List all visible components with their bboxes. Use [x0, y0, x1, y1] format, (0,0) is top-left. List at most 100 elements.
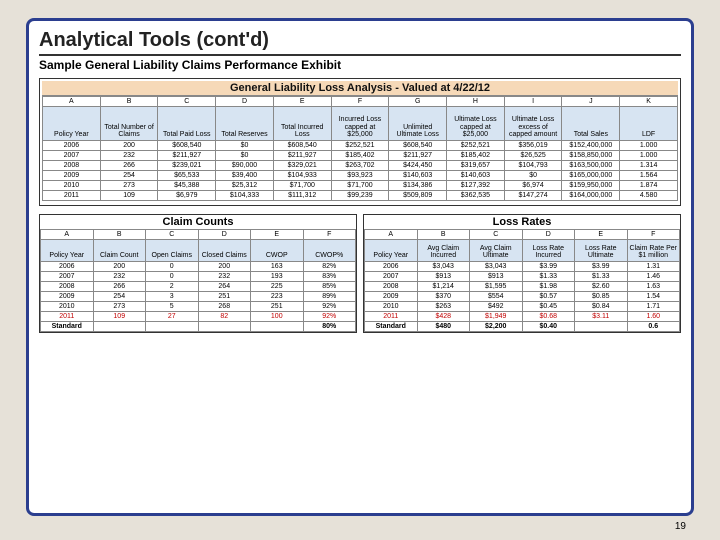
cell: 1.000: [620, 151, 678, 161]
col-header: LDF: [620, 107, 678, 141]
cell: $3,043: [417, 262, 470, 272]
cell: 109: [93, 312, 146, 322]
cell: 264: [198, 282, 251, 292]
cell: $134,386: [389, 181, 447, 191]
table-row: 2010273$45,388$25,312$71,700$71,700$134,…: [43, 181, 678, 191]
cell: $185,402: [331, 151, 389, 161]
col-letter: C: [146, 230, 199, 240]
col-letter: A: [43, 97, 101, 107]
cell: 2008: [41, 282, 94, 292]
bottom-tables-row: Claim Counts ABCDEF Policy YearClaim Cou…: [39, 214, 681, 333]
col-header: CWOP%: [303, 240, 356, 262]
cell: $608,540: [273, 141, 331, 151]
col-letter: D: [522, 230, 575, 240]
table-row: 2008$1,214$1,595$1.98$2.601.63: [365, 282, 680, 292]
col-header: Avg Claim Ultimate: [470, 240, 523, 262]
col-letter: B: [100, 97, 158, 107]
cell: [198, 322, 251, 332]
cell: $608,540: [389, 141, 447, 151]
table-row: 2006200$608,540$0$608,540$252,521$608,54…: [43, 141, 678, 151]
col-letter: F: [627, 230, 680, 240]
cell: 251: [198, 292, 251, 302]
cell: $0.85: [575, 292, 628, 302]
cell: 0: [146, 262, 199, 272]
cell: 1.60: [627, 312, 680, 322]
table-row: 2009$370$554$0.57$0.851.54: [365, 292, 680, 302]
cell: $1,214: [417, 282, 470, 292]
table-row: 2006200020016382%: [41, 262, 356, 272]
cell: $99,239: [331, 191, 389, 201]
cell: 2006: [41, 262, 94, 272]
cell: 1.54: [627, 292, 680, 302]
col-letter: E: [251, 230, 304, 240]
col-header: Unlimited Ultimate Loss: [389, 107, 447, 141]
cell: 1.874: [620, 181, 678, 191]
col-header: Loss Rate Incurred: [522, 240, 575, 262]
cell: $1,949: [470, 312, 523, 322]
cell: $185,402: [447, 151, 505, 161]
cell: 2010: [41, 302, 94, 312]
col-header: Open Claims: [146, 240, 199, 262]
cell: 223: [251, 292, 304, 302]
cell: $147,274: [504, 191, 562, 201]
cell: 2009: [41, 292, 94, 302]
col-letter: B: [93, 230, 146, 240]
cell: 92%: [303, 312, 356, 322]
cell: $0.68: [522, 312, 575, 322]
cell: 2010: [43, 181, 101, 191]
cell: $0: [504, 171, 562, 181]
cell: 1.000: [620, 141, 678, 151]
cell: $127,392: [447, 181, 505, 191]
cell: 2008: [43, 161, 101, 171]
cell: 266: [100, 161, 158, 171]
cell: $90,000: [216, 161, 274, 171]
col-header: CWOP: [251, 240, 304, 262]
cell: $0.84: [575, 302, 628, 312]
col-letter: F: [303, 230, 356, 240]
cell: $424,450: [389, 161, 447, 171]
table-row: 2008266226422585%: [41, 282, 356, 292]
cell: $140,603: [389, 171, 447, 181]
cell: 1.46: [627, 272, 680, 282]
cell: $165,000,000: [562, 171, 620, 181]
col-header: Claim Rate Per $1 million: [627, 240, 680, 262]
cell: 2007: [41, 272, 94, 282]
cell: $3.99: [522, 262, 575, 272]
cell: $39,400: [216, 171, 274, 181]
cell: $319,657: [447, 161, 505, 171]
cell: 163: [251, 262, 304, 272]
cell: 2007: [43, 151, 101, 161]
cell: $71,700: [331, 181, 389, 191]
cell: $211,927: [273, 151, 331, 161]
cell: 225: [251, 282, 304, 292]
col-letter: D: [216, 97, 274, 107]
table-row: 2006$3,043$3,043$3.99$3.991.31: [365, 262, 680, 272]
page-title: Analytical Tools (cont'd): [39, 29, 681, 56]
col-letter: E: [575, 230, 628, 240]
cell: $6,974: [504, 181, 562, 191]
cell: 0: [146, 272, 199, 282]
cell: 92%: [303, 302, 356, 312]
cell: 82: [198, 312, 251, 322]
table-row: 2011109$6,979$104,333$111,312$99,239$509…: [43, 191, 678, 201]
col-letter: I: [504, 97, 562, 107]
cell: $211,927: [158, 151, 216, 161]
cell: $25,312: [216, 181, 274, 191]
cell: $3.99: [575, 262, 628, 272]
col-header: Total Number of Claims: [100, 107, 158, 141]
col-header: Total Sales: [562, 107, 620, 141]
cell: 82%: [303, 262, 356, 272]
cell: $164,000,000: [562, 191, 620, 201]
cell: $1.33: [522, 272, 575, 282]
cell: $0.57: [522, 292, 575, 302]
cell: $140,603: [447, 171, 505, 181]
cell: $158,850,000: [562, 151, 620, 161]
cell: 2009: [365, 292, 418, 302]
cell: 200: [100, 141, 158, 151]
cell: 100: [251, 312, 304, 322]
cell: 2007: [365, 272, 418, 282]
table-row: 2007$913$913$1.33$1.331.46: [365, 272, 680, 282]
cell: $211,927: [389, 151, 447, 161]
col-header: Avg Claim Incurred: [417, 240, 470, 262]
cell: 80%: [303, 322, 356, 332]
